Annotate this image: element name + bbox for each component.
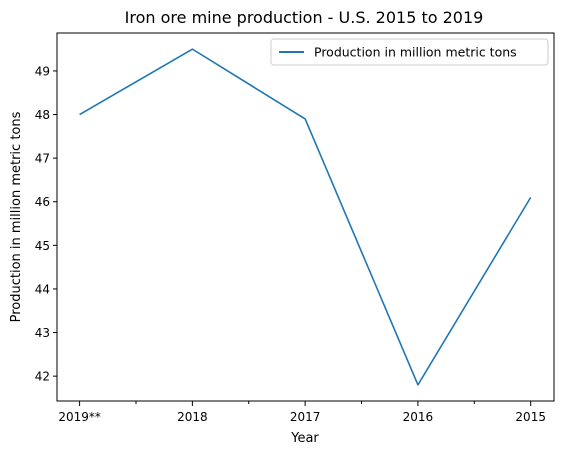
x-axis: 2019** 2018 2017 2016 2015 [58, 401, 546, 424]
x-tick-label: 2017 [290, 410, 321, 424]
series-line [79, 48, 532, 386]
x-tick-label: 2015 [515, 410, 546, 424]
y-tick-label: 42 [35, 370, 50, 384]
series-layer [79, 48, 532, 386]
legend: Production in million metric tons [270, 38, 549, 66]
legend-box [270, 38, 549, 66]
x-tick-label: 2018 [177, 410, 208, 424]
y-tick-label: 46 [35, 195, 50, 209]
x-axis-label: Year [290, 431, 319, 446]
y-tick-label: 48 [35, 108, 50, 122]
x-tick-label: 2016 [403, 410, 434, 424]
y-axis: 42 43 44 45 46 47 48 49 [35, 64, 57, 384]
chart-title: Iron ore mine production - U.S. 2015 to … [125, 8, 484, 27]
y-tick-label: 47 [35, 152, 50, 166]
y-tick-label: 44 [35, 282, 50, 296]
x-tick-label: 2019** [58, 410, 101, 424]
legend-label: Production in million metric tons [314, 45, 517, 60]
plot-area-frame [56, 32, 555, 402]
y-tick-label: 49 [35, 64, 50, 78]
y-tick-label: 45 [35, 239, 50, 253]
y-axis-label: Production in million metric tons [9, 111, 24, 322]
y-tick-label: 43 [35, 326, 50, 340]
